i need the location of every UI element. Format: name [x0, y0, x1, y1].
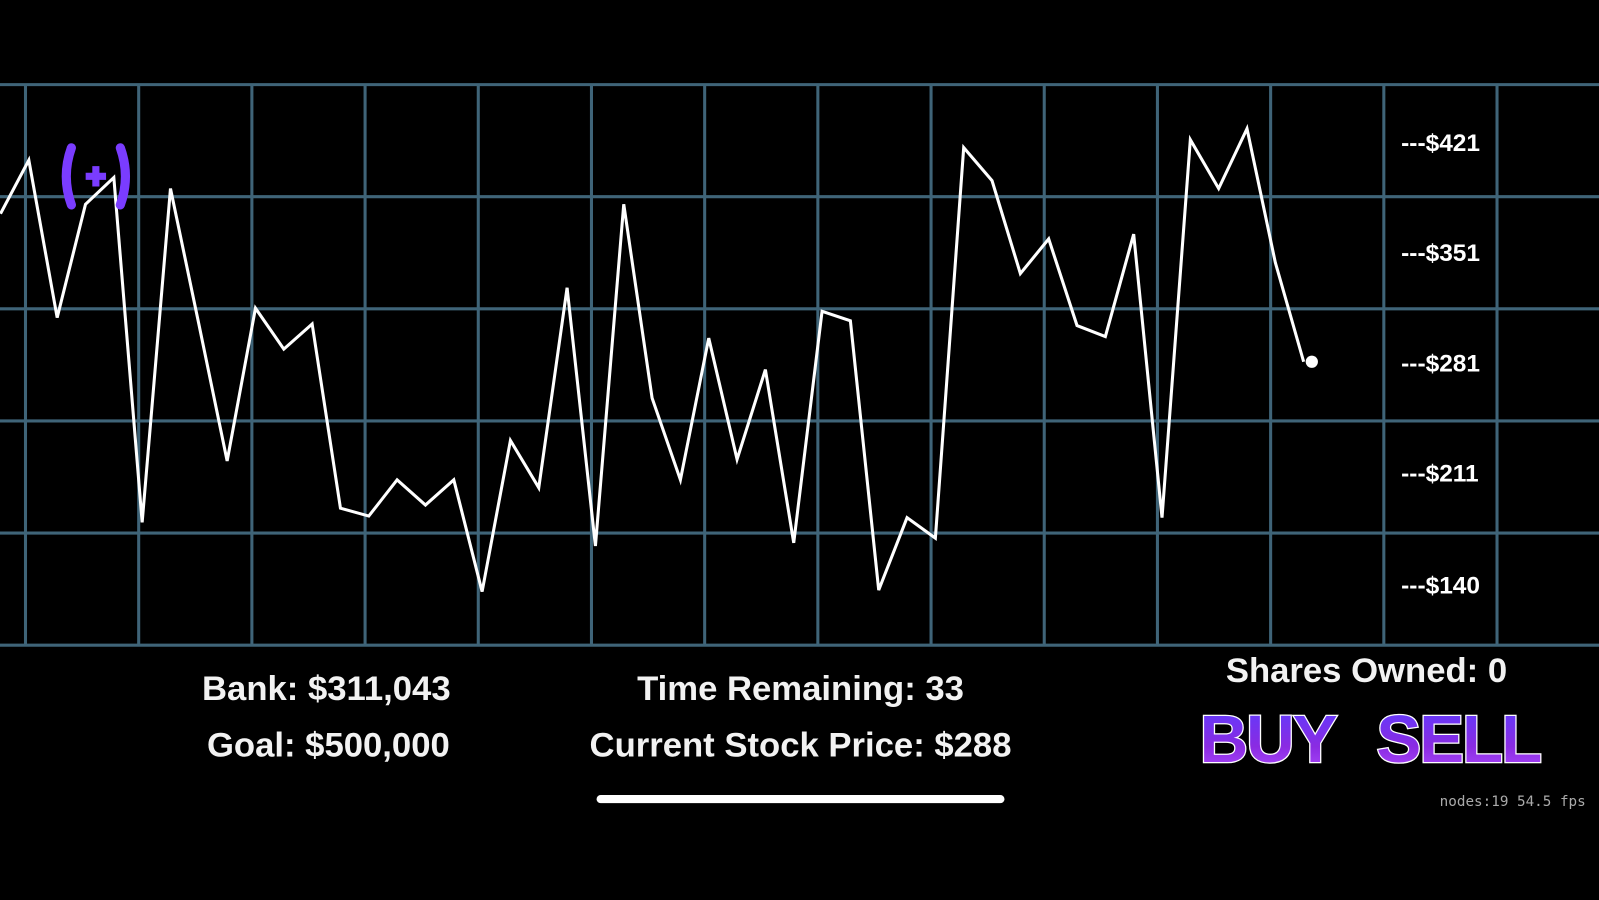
price-line: [0, 123, 1306, 593]
shares-owned-label: Shares Owned: 0: [1226, 652, 1507, 690]
y-tick-label: ---$211: [1401, 461, 1479, 488]
time-remaining-label: Time Remaining: 33: [637, 670, 964, 708]
y-tick-label: ---$140: [1401, 572, 1480, 599]
y-tick-label: ---$281: [1401, 350, 1480, 377]
sell-button[interactable]: SELL: [1375, 701, 1544, 779]
home-indicator: [596, 795, 1005, 804]
bracket-icon: [61, 143, 131, 210]
plot: ---$421 ---$351 ---$281 ---$211 ---$140: [0, 123, 1480, 599]
add-button[interactable]: [61, 143, 131, 210]
debug-stats: nodes:19 54.5 fps: [1440, 794, 1586, 810]
plus-icon: [85, 166, 107, 187]
y-tick-label: ---$421: [1401, 130, 1480, 157]
current-price-label: Current Stock Price: $288: [590, 726, 1012, 764]
bank-label: Bank: $311,043: [202, 670, 451, 708]
current-price-dot: [1305, 355, 1318, 368]
goal-label: Goal: $500,000: [207, 726, 450, 764]
y-tick-label: ---$351: [1401, 240, 1480, 267]
buy-button[interactable]: BUY: [1198, 701, 1340, 779]
